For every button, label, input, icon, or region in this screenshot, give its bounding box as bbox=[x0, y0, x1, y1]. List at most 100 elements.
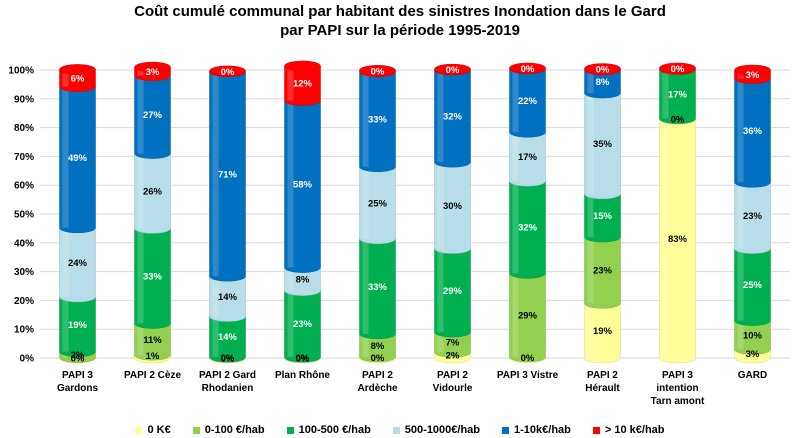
data-label: 17% bbox=[518, 152, 538, 163]
data-label: 11% bbox=[143, 335, 162, 346]
data-label: 32% bbox=[518, 223, 538, 234]
data-label: 6% bbox=[71, 74, 85, 85]
bar-highlight bbox=[287, 65, 294, 101]
data-label: 19% bbox=[593, 326, 613, 337]
data-label: 0% bbox=[221, 67, 235, 78]
data-label: 14% bbox=[218, 292, 238, 303]
data-label: 2% bbox=[446, 351, 460, 362]
data-label: 2% bbox=[71, 350, 85, 361]
data-label: 0% bbox=[71, 353, 85, 364]
bar-highlight bbox=[137, 75, 144, 154]
data-label: 0% bbox=[221, 353, 235, 364]
data-label: 33% bbox=[143, 271, 163, 282]
data-label: 29% bbox=[443, 286, 463, 297]
bar-highlight bbox=[437, 70, 444, 163]
bar-highlight bbox=[662, 118, 669, 359]
data-label: 3% bbox=[746, 70, 760, 81]
bar-top-cap bbox=[509, 62, 546, 74]
x-category-label: Hérault bbox=[585, 383, 620, 394]
y-tick-label: 20% bbox=[14, 296, 34, 307]
data-label: 36% bbox=[743, 126, 763, 137]
y-tick-label: 60% bbox=[14, 181, 34, 192]
bar-highlight bbox=[587, 237, 594, 304]
legend-label: 100-500 €/hab bbox=[298, 424, 371, 436]
data-label: 23% bbox=[743, 211, 763, 222]
legend-item: 1-10k€/hab bbox=[502, 424, 571, 436]
data-label: 27% bbox=[143, 110, 163, 121]
data-label: 22% bbox=[518, 96, 538, 107]
data-label: 7% bbox=[446, 338, 460, 349]
bar-highlight bbox=[587, 93, 594, 194]
data-label: 0% bbox=[671, 114, 685, 125]
legend-swatch bbox=[286, 426, 294, 434]
chart-title-line-2: par PAPI sur la période 1995-2019 bbox=[280, 22, 520, 39]
x-category-label: PAPI 2 bbox=[362, 370, 393, 381]
bar-highlight bbox=[62, 69, 69, 87]
x-category-label: PAPI 2 Cèze bbox=[124, 370, 181, 381]
x-category-label: Rhodanien bbox=[202, 383, 254, 394]
y-tick-label: 50% bbox=[14, 210, 34, 221]
bar-highlight bbox=[737, 78, 744, 183]
data-label: 1% bbox=[146, 351, 160, 362]
x-category-label: Ardèche bbox=[357, 383, 397, 394]
legend-swatch bbox=[592, 426, 600, 434]
bar-highlight bbox=[737, 349, 744, 358]
bar-top-cap bbox=[209, 65, 246, 77]
bar-highlight bbox=[287, 267, 294, 291]
data-label: 58% bbox=[293, 180, 313, 191]
y-tick-label: 100% bbox=[8, 66, 34, 77]
bar-highlight bbox=[62, 296, 69, 352]
legend-item: 0 K€ bbox=[135, 424, 171, 436]
data-label: 15% bbox=[593, 211, 613, 222]
bar-highlight bbox=[512, 68, 519, 133]
legend-swatch bbox=[192, 426, 200, 434]
x-category-label: PAPI 3 bbox=[662, 370, 693, 381]
bar-highlight bbox=[737, 70, 744, 79]
bar-highlight bbox=[437, 162, 444, 249]
bar-highlight bbox=[437, 248, 444, 333]
bar-top-cap bbox=[734, 64, 771, 76]
data-label: 14% bbox=[218, 332, 238, 343]
x-category-label: PAPI 2 bbox=[437, 370, 468, 381]
data-label: 25% bbox=[743, 280, 763, 291]
chart-title-line-1: Coût cumulé communal par habitant des si… bbox=[134, 3, 666, 20]
bar-highlight bbox=[362, 71, 369, 167]
legend-swatch bbox=[502, 426, 510, 434]
bar-highlight bbox=[287, 100, 294, 268]
legend-item: 0-100 €/hab bbox=[192, 424, 265, 436]
x-category-label: PAPI 2 Gard bbox=[199, 370, 256, 381]
bar-top-cap bbox=[659, 62, 696, 74]
legend-item: > 10 k€/hab bbox=[592, 424, 665, 436]
bar-top-cap bbox=[284, 60, 321, 72]
bar-highlight bbox=[512, 273, 519, 357]
data-label: 23% bbox=[293, 319, 313, 330]
y-tick-label: 30% bbox=[14, 267, 34, 278]
bar-highlight bbox=[212, 71, 219, 277]
bar-highlight bbox=[362, 166, 369, 239]
data-label: 32% bbox=[443, 112, 463, 123]
bar-highlight bbox=[587, 193, 594, 238]
bar-highlight bbox=[362, 333, 369, 357]
legend-label: 500-1000€/hab bbox=[404, 424, 481, 436]
y-tick-label: 10% bbox=[14, 325, 34, 336]
data-label: 10% bbox=[743, 330, 763, 341]
x-category-label: PAPI 3 Vistre bbox=[497, 370, 559, 381]
bar-highlight bbox=[62, 227, 69, 297]
y-tick-label: 80% bbox=[14, 123, 34, 134]
data-label: 23% bbox=[593, 266, 613, 277]
y-tick-label: 0% bbox=[20, 354, 35, 365]
data-label: 12% bbox=[293, 79, 313, 90]
data-label: 0% bbox=[521, 353, 535, 364]
legend-label: > 10 k€/hab bbox=[604, 424, 665, 436]
bar-highlight bbox=[437, 332, 444, 353]
bar-highlight bbox=[512, 132, 519, 182]
x-category-label: Plan Rhône bbox=[275, 370, 330, 381]
chart-legend: 0 K€ 0-100 €/hab 100-500 €/hab 500-1000€/ha… bbox=[0, 424, 800, 436]
data-label: 8% bbox=[296, 275, 310, 286]
bar-top-cap bbox=[134, 61, 171, 73]
legend-swatch bbox=[135, 426, 143, 434]
data-label: 8% bbox=[371, 341, 385, 352]
data-label: 24% bbox=[68, 258, 88, 269]
